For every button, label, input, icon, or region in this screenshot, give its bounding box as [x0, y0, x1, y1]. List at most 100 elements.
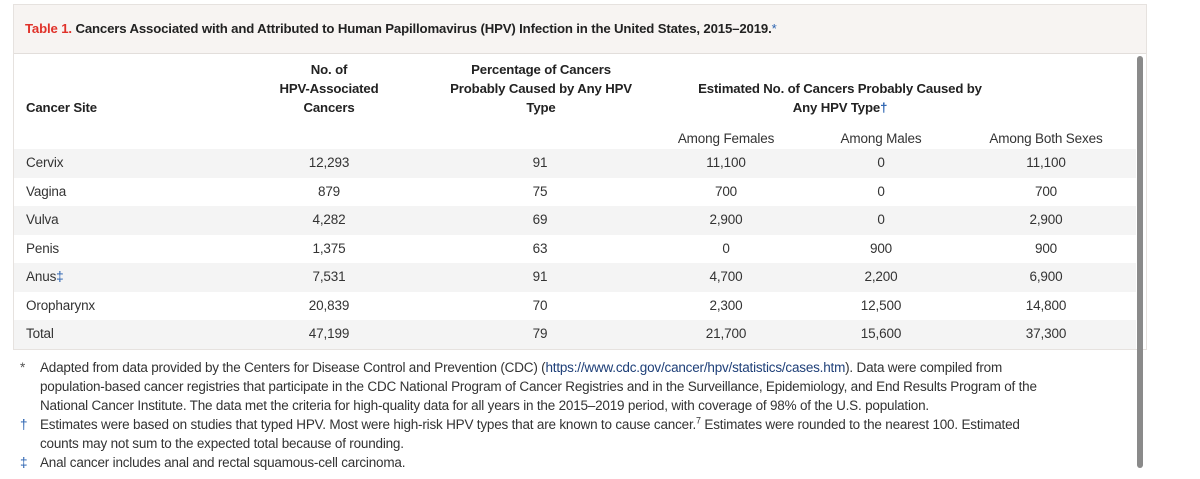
cell-cancer-site: Penis	[26, 241, 59, 256]
table-row: Oropharynx 20,839 70 2,300 12,500 14,800	[14, 292, 1136, 321]
footnotes: * Adapted from data provided by the Cent…	[20, 358, 1037, 472]
cell-females: 0	[722, 240, 730, 256]
cell-females: 2,300	[709, 297, 743, 313]
table-title-text: Cancers Associated with and Attributed t…	[71, 21, 772, 36]
cell-females: 4,700	[709, 269, 743, 284]
table-container: Table 1. Cancers Associated with and Att…	[13, 4, 1147, 350]
footnote-text: Adapted from data provided by the Center…	[40, 360, 546, 375]
cell-associated: 4,282	[312, 212, 346, 227]
header-cancer-site: Cancer Site	[26, 100, 97, 115]
cell-females: 2,900	[709, 212, 743, 227]
footnote-line: population-based cancer registries that …	[40, 379, 1037, 394]
cell-pct: 70	[532, 297, 548, 313]
header-line: Estimated No. of Cancers Probably Caused…	[698, 81, 982, 96]
header-line: HPV-Associated	[279, 81, 379, 96]
table-row: Vagina 879 75 700 0 700	[14, 178, 1136, 207]
cell-cancer-site: Vulva	[26, 212, 59, 227]
site-name: Vagina	[26, 183, 67, 199]
footnote-text: Estimates were based on studies that typ…	[40, 417, 697, 432]
site-name: Penis	[26, 240, 60, 256]
cell-females: 21,700	[705, 326, 747, 341]
footnote-line: counts may not sum to the expected total…	[40, 436, 404, 451]
cell-associated: 1,375	[312, 240, 346, 256]
footnote-line: National Cancer Institute. The data met …	[40, 398, 929, 413]
footnote-line: Estimates were based on studies that typ…	[40, 415, 1037, 434]
cell-pct: 91	[532, 155, 548, 170]
cell-associated: 12,293	[308, 155, 350, 170]
cell-males: 0	[877, 212, 885, 227]
cell-females: 11,100	[706, 155, 746, 170]
table-body: Cervix 12,293 91 11,100 0 11,100 Vagina 879 75 70…	[14, 149, 1136, 349]
cell-males: 900	[869, 240, 893, 256]
table-label: Table 1.	[25, 21, 72, 36]
header-estimated: Estimated No. of Cancers Probably Caused…	[650, 79, 1030, 117]
header-line-text: Any HPV Type	[792, 100, 881, 115]
site-name: Oropharynx	[26, 297, 96, 313]
table-row: Vulva 4,282 69 2,900 0 2,900	[14, 206, 1136, 235]
header-line: Cancers	[303, 100, 355, 115]
footnote-text: Estimates were rounded to the nearest 10…	[700, 417, 1020, 432]
header-percentage: Percentage of Cancers Probably Caused by…	[421, 60, 661, 117]
header-line: No. of	[310, 62, 348, 77]
footnote-text: ). Data were compiled from	[845, 360, 1002, 375]
cell-males: 15,600	[860, 326, 902, 341]
table-row: Cervix 12,293 91 11,100 0 11,100	[14, 149, 1136, 178]
cell-both: 900	[1034, 240, 1058, 256]
header-line: Percentage of Cancers	[471, 62, 611, 77]
footnote-star: * Adapted from data provided by the Cent…	[20, 358, 1037, 415]
footnote-double-dagger: ‡ Anal cancer includes anal and rectal s…	[20, 453, 1037, 472]
cell-pct: 91	[532, 269, 548, 284]
cell-males: 12,500	[860, 297, 902, 313]
cell-pct: 79	[532, 326, 548, 341]
cell-both: 700	[1034, 183, 1058, 199]
cell-cancer-site: Vagina	[26, 184, 66, 199]
cell-both: 11,100	[1026, 155, 1066, 170]
site-name: Anus	[26, 269, 57, 284]
table-row: Penis 1,375 63 0 900 900	[14, 235, 1136, 264]
footnote-dagger: † Estimates were based on studies that t…	[20, 415, 1037, 453]
footnote-symbol: †	[20, 417, 28, 432]
cell-associated: 47,199	[308, 326, 350, 341]
footnote-symbol: *	[20, 360, 26, 375]
cell-both: 6,900	[1029, 269, 1063, 284]
table-row: Total 47,199 79 21,700 15,600 37,300	[14, 320, 1136, 349]
cdc-link[interactable]: https://www.cdc.gov/cancer/hpv/statistic…	[545, 360, 846, 375]
footnote-line: Adapted from data provided by the Center…	[40, 358, 1037, 377]
cell-both: 2,900	[1029, 212, 1063, 227]
footnote-dagger-link[interactable]: †	[880, 100, 888, 115]
cell-cancer-site: Anus‡	[26, 269, 64, 284]
cell-associated: 879	[317, 183, 341, 199]
site-name: Cervix	[26, 155, 64, 170]
cell-pct: 69	[532, 212, 548, 227]
footnote-star-link[interactable]: *	[771, 21, 777, 36]
header-hpv-associated: No. of HPV-Associated Cancers	[254, 60, 404, 117]
table-title-band: Table 1. Cancers Associated with and Att…	[14, 5, 1146, 54]
reference-link[interactable]: 7	[696, 415, 701, 426]
table-title: Table 1. Cancers Associated with and Att…	[25, 21, 777, 36]
scrollbar[interactable]	[1137, 56, 1143, 468]
cell-cancer-site: Oropharynx	[26, 298, 95, 313]
cell-males: 0	[877, 155, 885, 170]
header-line: Any HPV Type†	[650, 98, 1030, 117]
site-name: Vulva	[26, 212, 59, 227]
cell-females: 700	[714, 183, 738, 199]
cell-males: 0	[877, 183, 885, 199]
subheader-both: Among Both Sexes	[989, 131, 1103, 146]
header-line: Type	[526, 100, 556, 115]
subheader-males: Among Males	[840, 131, 922, 146]
cell-associated: 7,531	[312, 269, 346, 284]
header-line: Probably Caused by Any HPV	[450, 81, 632, 96]
cell-cancer-site: Cervix	[26, 155, 64, 170]
cell-associated: 20,839	[308, 297, 350, 313]
cell-both: 14,800	[1025, 297, 1067, 313]
footnote-mark-link[interactable]: ‡	[56, 269, 64, 284]
cell-both: 37,300	[1025, 326, 1067, 341]
footnote-line: Anal cancer includes anal and rectal squ…	[40, 455, 406, 470]
cell-males: 2,200	[864, 269, 898, 284]
cell-pct: 75	[532, 183, 548, 199]
cell-pct: 63	[532, 240, 548, 256]
subheader-females: Among Females	[677, 131, 775, 146]
site-name: Total	[26, 326, 54, 341]
table-row: Anus‡ 7,531 91 4,700 2,200 6,900	[14, 263, 1136, 292]
footnote-symbol: ‡	[20, 455, 28, 470]
